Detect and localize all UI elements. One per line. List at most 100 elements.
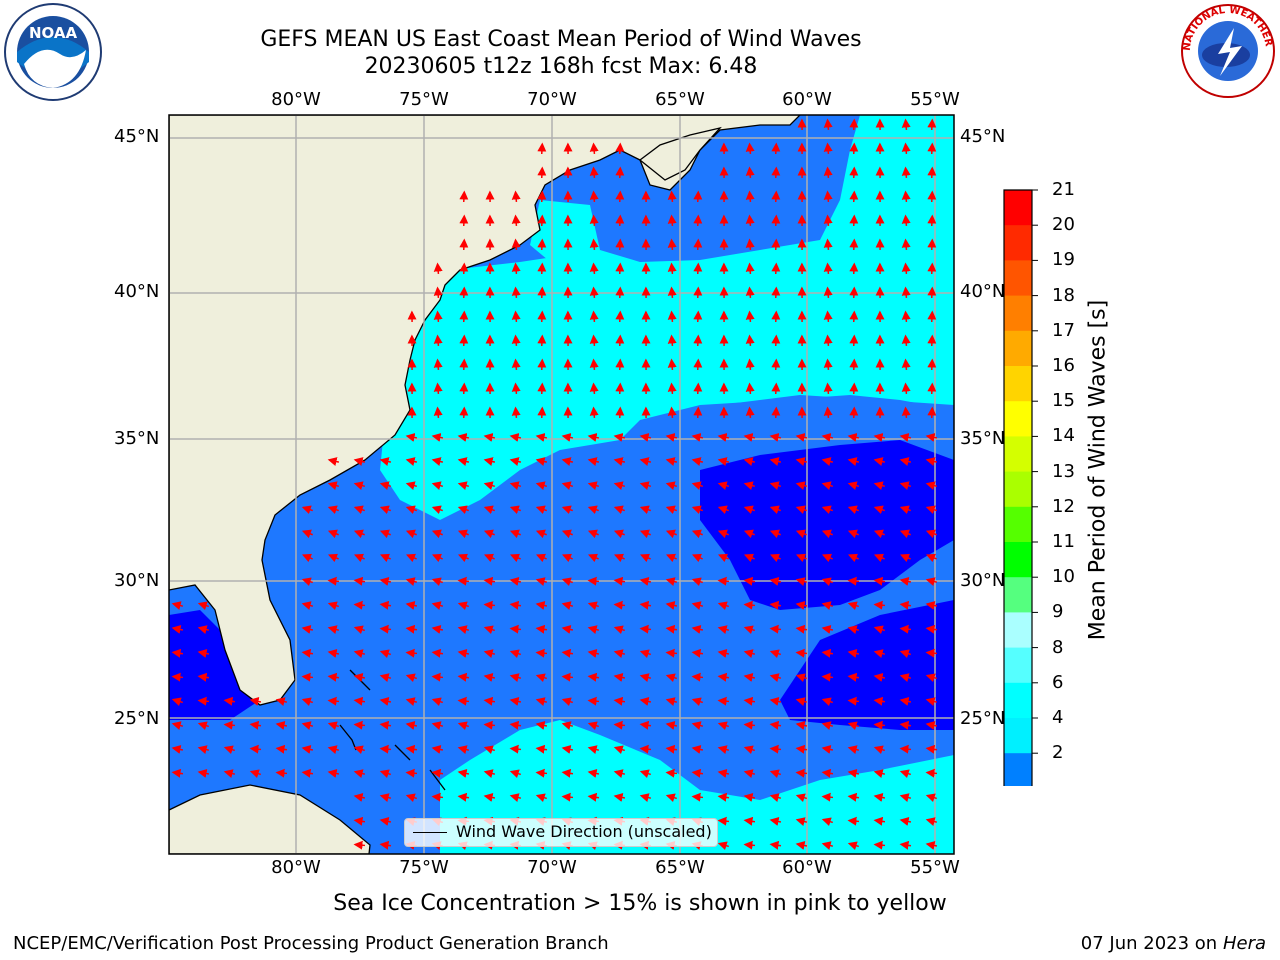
wind-wave-arrow bbox=[925, 721, 938, 730]
wind-wave-arrow bbox=[406, 553, 417, 563]
wind-wave-arrow bbox=[899, 840, 912, 850]
wind-wave-arrow bbox=[901, 382, 911, 395]
wind-wave-arrow bbox=[587, 457, 600, 466]
wind-wave-arrow bbox=[717, 457, 730, 466]
wind-wave-arrow bbox=[405, 624, 418, 634]
wind-wave-arrow bbox=[353, 840, 366, 850]
wind-wave-arrow bbox=[405, 697, 418, 706]
wind-wave-arrow bbox=[717, 769, 730, 778]
wind-wave-arrow bbox=[743, 625, 756, 635]
colorbar-segment bbox=[1004, 295, 1032, 332]
wind-wave-arrow bbox=[484, 553, 495, 563]
wind-wave-arrow bbox=[171, 745, 184, 754]
wind-wave-arrow bbox=[925, 768, 938, 778]
wind-wave-arrow bbox=[587, 792, 600, 802]
wind-wave-arrow bbox=[795, 648, 808, 658]
wind-wave-arrow bbox=[353, 600, 366, 610]
wind-wave-arrow bbox=[483, 505, 495, 515]
wind-wave-arrow bbox=[691, 697, 704, 707]
wind-wave-arrow bbox=[483, 529, 495, 539]
wind-wave-arrow bbox=[795, 529, 807, 539]
wind-wave-arrow bbox=[197, 696, 210, 706]
wind-wave-arrow bbox=[771, 142, 781, 155]
wind-wave-arrow bbox=[483, 649, 496, 658]
wind-wave-arrow bbox=[925, 457, 938, 466]
wind-wave-arrow bbox=[899, 600, 912, 610]
colorbar-tick-label: 13 bbox=[1052, 460, 1075, 482]
wind-wave-arrow bbox=[379, 649, 392, 659]
wind-wave-arrow bbox=[691, 457, 704, 466]
wind-wave-arrow bbox=[744, 553, 755, 563]
wind-wave-arrow bbox=[589, 334, 599, 347]
wind-wave-arrow bbox=[405, 648, 418, 658]
wind-wave-arrow bbox=[561, 601, 574, 610]
wind-wave-arrow bbox=[769, 624, 782, 634]
wind-wave-arrow bbox=[223, 696, 236, 706]
wind-wave-arrow bbox=[483, 625, 496, 635]
wind-wave-arrow bbox=[743, 433, 756, 442]
colorbar-tick-label: 14 bbox=[1052, 425, 1075, 447]
wind-wave-arrow bbox=[639, 457, 652, 466]
wind-wave-arrow bbox=[537, 166, 547, 179]
colorbar-tick-label: 4 bbox=[1052, 707, 1064, 728]
wind-wave-arrow bbox=[821, 841, 834, 850]
colorbar-tick-label: 20 bbox=[1052, 214, 1075, 236]
wind-wave-arrow bbox=[327, 696, 340, 706]
chart-title: GEFS MEAN US East Coast Mean Period of W… bbox=[260, 27, 862, 52]
wind-wave-arrow bbox=[899, 529, 911, 539]
wind-wave-arrow bbox=[770, 553, 781, 563]
colorbar-segment bbox=[1004, 753, 1032, 786]
wind-wave-arrow bbox=[535, 744, 548, 754]
wind-wave-arrow bbox=[483, 673, 496, 682]
wind-wave-arrow bbox=[743, 649, 756, 658]
wind-wave-arrow bbox=[873, 600, 886, 610]
lon-label-bottom-65w: 65°W bbox=[655, 857, 705, 878]
wind-wave-arrow bbox=[925, 601, 938, 610]
wind-wave-arrow bbox=[171, 672, 184, 682]
wind-wave-arrow bbox=[379, 577, 392, 586]
wind-wave-arrow bbox=[665, 577, 678, 586]
wind-wave-arrow bbox=[197, 721, 210, 731]
wind-wave-arrow bbox=[795, 744, 808, 754]
wind-wave-arrow bbox=[927, 382, 937, 395]
colorbar-tick-label: 9 bbox=[1052, 601, 1064, 623]
wind-wave-arrow bbox=[379, 769, 392, 779]
wind-wave-arrow bbox=[769, 505, 781, 515]
wind-wave-arrow bbox=[821, 672, 834, 682]
wind-wave-arrow bbox=[899, 481, 912, 491]
wind-wave-arrow bbox=[717, 696, 730, 706]
wind-wave-arrow bbox=[717, 529, 729, 539]
wind-wave-arrow bbox=[589, 406, 599, 419]
wind-wave-arrow bbox=[509, 720, 522, 730]
wind-wave-arrow bbox=[535, 648, 548, 658]
wind-wave-arrow bbox=[589, 262, 599, 275]
wind-wave-arrow bbox=[301, 768, 314, 778]
wind-wave-arrow bbox=[821, 648, 834, 658]
wind-wave-arrow bbox=[639, 624, 652, 634]
wind-wave-arrow bbox=[769, 577, 782, 586]
footer-date: 07 Jun 2023 on Hera bbox=[1081, 933, 1266, 954]
colorbar-segment bbox=[1004, 401, 1032, 437]
wind-wave-arrow bbox=[613, 457, 626, 466]
wind-wave-arrow bbox=[717, 841, 730, 851]
wind-wave-arrow bbox=[459, 238, 469, 251]
wind-wave-arrow bbox=[537, 214, 547, 227]
wind-wave-arrow bbox=[665, 673, 678, 683]
wind-wave-arrow bbox=[483, 793, 496, 802]
wind-wave-arrow bbox=[823, 406, 833, 419]
wind-wave-arrow bbox=[745, 334, 755, 347]
noaa-logo: NOAA bbox=[2, 2, 104, 106]
wind-wave-arrow bbox=[901, 118, 911, 131]
wind-wave-arrow bbox=[431, 721, 444, 730]
wind-wave-arrow bbox=[613, 649, 626, 658]
wind-wave-arrow bbox=[561, 768, 574, 778]
ocean-period-under-2-gulf bbox=[169, 610, 260, 720]
wind-wave-arrow bbox=[901, 214, 911, 227]
wind-wave-arrow bbox=[379, 624, 392, 634]
wind-wave-arrow bbox=[561, 457, 574, 466]
lat-label-right-45n: 45°N bbox=[960, 126, 1006, 147]
wind-wave-arrow bbox=[901, 190, 911, 203]
wind-wave-arrow bbox=[459, 262, 469, 275]
wind-wave-arrow bbox=[743, 481, 756, 491]
wind-wave-arrow bbox=[847, 649, 860, 658]
